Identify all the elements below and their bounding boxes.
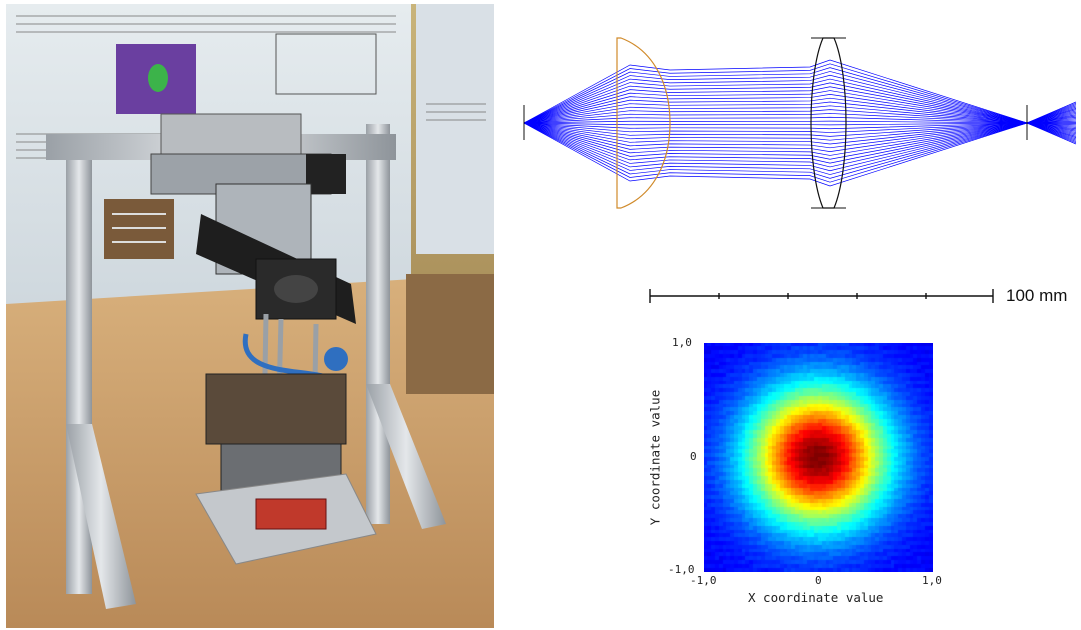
frame-post-left <box>66 154 92 594</box>
sample-electrodes <box>112 213 166 243</box>
y-tick-bottom: -1,0 <box>668 563 695 576</box>
x-axis-label: X coordinate value <box>748 590 884 605</box>
y-axis-label: Y coordinate value <box>647 389 663 526</box>
biconvex-lens <box>810 37 847 209</box>
lens-holder <box>255 258 337 320</box>
poster-peak <box>148 64 168 92</box>
frame-post-right <box>366 124 390 524</box>
poster-right <box>416 4 494 254</box>
apparatus-photo <box>6 4 494 628</box>
press-block <box>205 373 347 445</box>
stage-top <box>160 113 302 155</box>
ray-trace-diagram <box>523 37 1077 209</box>
poster-diagram <box>275 33 377 95</box>
plano-convex-lens <box>616 37 671 209</box>
cabinet <box>406 274 494 394</box>
x-tick-right: 1,0 <box>922 574 942 587</box>
apparatus-photo-drawing <box>6 4 494 628</box>
lens-aperture <box>274 275 318 303</box>
y-tick-top: 1,0 <box>672 336 692 349</box>
beam-profile-heatmap: 1,0 0 -1,0 -1,0 0 1,0 X coordinate value… <box>636 334 956 614</box>
stepper-motor <box>306 154 346 194</box>
frame-foot-left <box>66 424 136 609</box>
x-tick-left: -1,0 <box>690 574 717 587</box>
x-tick-middle: 0 <box>815 574 822 587</box>
scale-bar <box>649 289 994 303</box>
red-clamp <box>255 498 327 530</box>
heatmap-canvas <box>704 343 933 572</box>
y-tick-middle: 0 <box>690 450 697 463</box>
pneumatic-valve <box>324 347 348 371</box>
ray-bundle <box>523 59 1077 187</box>
frame-foot-right <box>366 384 446 529</box>
scale-bar-label: 100 mm <box>1006 286 1068 305</box>
scale-bar-ticks <box>649 289 994 303</box>
